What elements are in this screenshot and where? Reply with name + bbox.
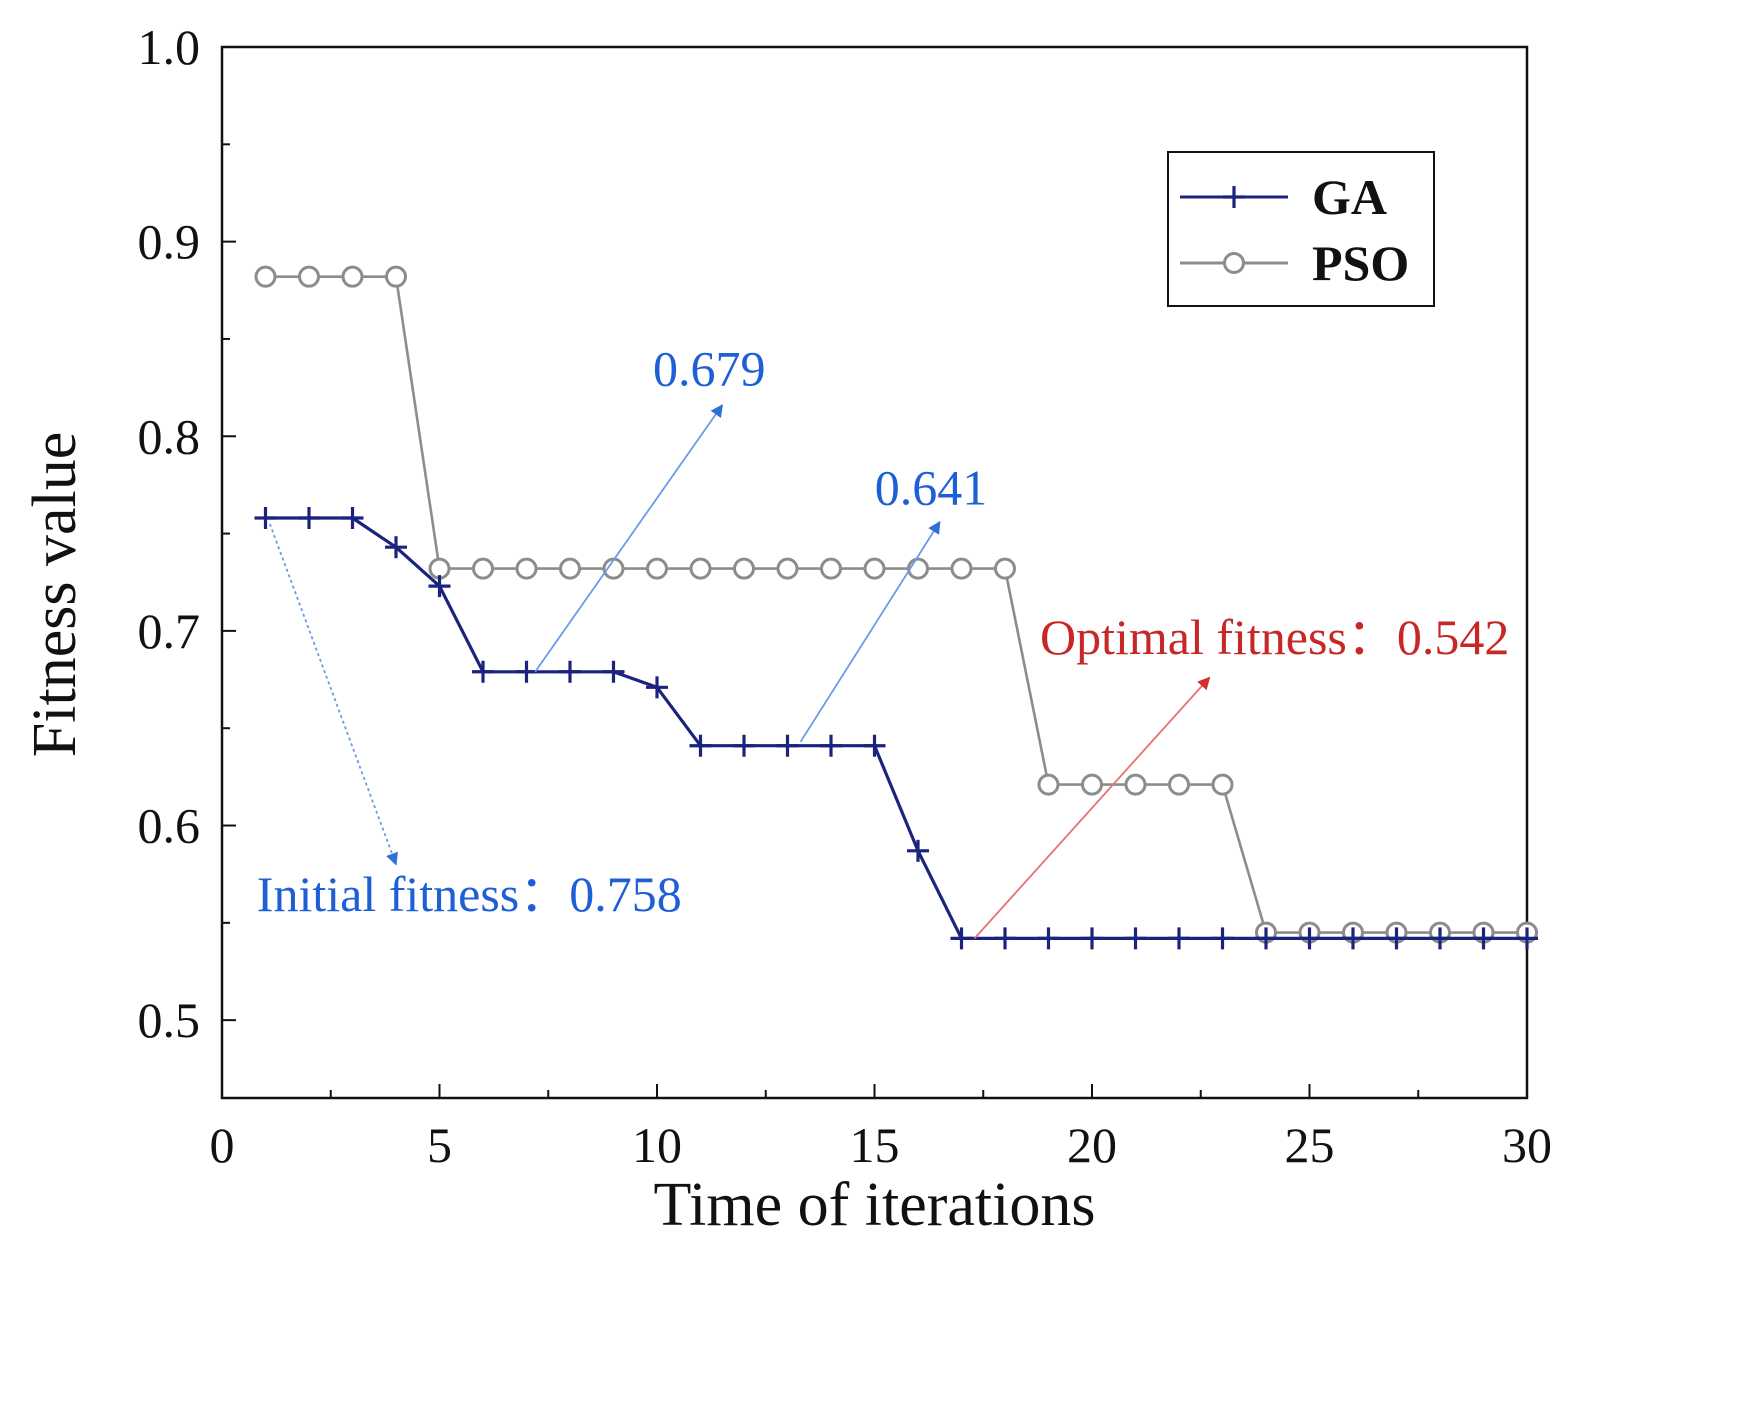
series-point-ga bbox=[1081, 927, 1103, 950]
series-line-pso bbox=[265, 275, 1527, 934]
series-point-ga bbox=[1516, 927, 1538, 950]
series-point-pso bbox=[950, 557, 973, 580]
series-point-pso bbox=[298, 265, 320, 288]
series-point-ga bbox=[863, 734, 886, 757]
annotation-arrow bbox=[269, 523, 398, 866]
series-point-pso bbox=[515, 557, 538, 580]
series-point-ga bbox=[646, 676, 668, 699]
series-point-ga bbox=[1037, 927, 1060, 950]
series-point-ga bbox=[298, 507, 320, 530]
series-point-ga bbox=[341, 507, 364, 530]
x-tick-label: 20 bbox=[1067, 1117, 1117, 1173]
series-point-pso bbox=[254, 265, 277, 288]
series-point-ga bbox=[689, 734, 712, 757]
series-point-ga bbox=[385, 536, 407, 559]
series-point-pso bbox=[820, 557, 842, 580]
series-point-pso bbox=[863, 557, 886, 580]
y-tick-label: 0.6 bbox=[138, 798, 201, 854]
y-tick-label: 0.5 bbox=[138, 992, 201, 1048]
legend-marker-pso bbox=[1223, 252, 1245, 274]
series-point-ga bbox=[994, 927, 1016, 950]
series-point-ga bbox=[907, 839, 929, 862]
series-point-pso bbox=[341, 265, 364, 288]
series-point-pso bbox=[472, 557, 494, 580]
series-point-pso bbox=[689, 557, 712, 580]
x-axis: 0 5 10 15 20 25 30 bbox=[210, 1084, 1552, 1173]
y-axis: 0.5 0.6 0.7 0.8 0.9 1.0 bbox=[138, 19, 236, 1048]
legend-marker-ga bbox=[1223, 186, 1245, 208]
x-tick-label: 5 bbox=[427, 1117, 452, 1173]
series-point-ga bbox=[1472, 927, 1495, 950]
series-point-ga bbox=[733, 734, 755, 757]
annotation-label: Initial fitness：0.758 bbox=[257, 866, 682, 922]
x-tick-label: 30 bbox=[1502, 1117, 1552, 1173]
annotation-label: 0.641 bbox=[875, 459, 988, 515]
series-point-ga bbox=[472, 660, 494, 683]
series-point-pso bbox=[559, 557, 581, 580]
annotation-label: 0.679 bbox=[653, 341, 766, 397]
y-axis-title: Fitness value bbox=[21, 432, 89, 757]
series-point-ga bbox=[950, 927, 973, 950]
series-point-ga bbox=[1168, 927, 1190, 950]
series-point-pso bbox=[1168, 773, 1190, 796]
x-axis-title: Time of iterations bbox=[653, 1171, 1095, 1239]
x-tick-label: 10 bbox=[632, 1117, 682, 1173]
series-layer bbox=[254, 265, 1538, 950]
series-point-ga bbox=[776, 734, 799, 757]
series-point-ga bbox=[1385, 927, 1408, 950]
series-point-pso bbox=[385, 265, 407, 288]
series-point-ga bbox=[1255, 927, 1277, 950]
annotation-arrow bbox=[973, 676, 1211, 940]
series-point-pso bbox=[776, 557, 799, 580]
y-tick-label: 0.7 bbox=[138, 603, 201, 659]
annotation-arrow bbox=[534, 404, 723, 673]
series-point-pso bbox=[907, 557, 929, 580]
series-point-ga bbox=[515, 660, 538, 683]
series-point-ga bbox=[559, 660, 581, 683]
annotation-layer: 0.679 0.641 Optimal fitness：0.542 Initial f… bbox=[257, 341, 1509, 940]
legend-label-pso: PSO bbox=[1312, 235, 1409, 291]
annotation-arrow bbox=[799, 520, 941, 743]
annotation-label: Optimal fitness：0.542 bbox=[1040, 609, 1509, 665]
x-tick-label: 0 bbox=[210, 1117, 235, 1173]
series-point-ga bbox=[1124, 927, 1147, 950]
legend-box bbox=[1167, 151, 1435, 307]
series-point-pso bbox=[1081, 773, 1103, 796]
legend-plus-ga bbox=[1223, 186, 1245, 208]
series-point-ga bbox=[1429, 927, 1451, 950]
series-point-pso bbox=[1037, 773, 1060, 796]
series-point-ga bbox=[602, 660, 625, 683]
series-point-pso bbox=[733, 557, 755, 580]
series-point-ga bbox=[1342, 927, 1364, 950]
series-point-ga bbox=[820, 734, 842, 757]
y-tick-label: 0.9 bbox=[138, 214, 201, 270]
y-tick-label: 1.0 bbox=[138, 19, 201, 75]
series-point-ga bbox=[1298, 927, 1321, 950]
x-tick-label: 25 bbox=[1285, 1117, 1335, 1173]
series-point-ga bbox=[428, 575, 451, 598]
series-point-pso bbox=[1211, 773, 1234, 796]
y-tick-label: 0.8 bbox=[138, 408, 201, 464]
x-tick-label: 15 bbox=[850, 1117, 900, 1173]
series-point-pso bbox=[646, 557, 668, 580]
series-point-pso bbox=[994, 557, 1016, 580]
legend: GA PSO bbox=[1167, 151, 1435, 307]
legend-label-ga: GA bbox=[1312, 169, 1387, 225]
series-point-pso bbox=[1124, 773, 1147, 796]
series-point-ga bbox=[1211, 927, 1234, 950]
series-point-ga bbox=[254, 507, 277, 530]
